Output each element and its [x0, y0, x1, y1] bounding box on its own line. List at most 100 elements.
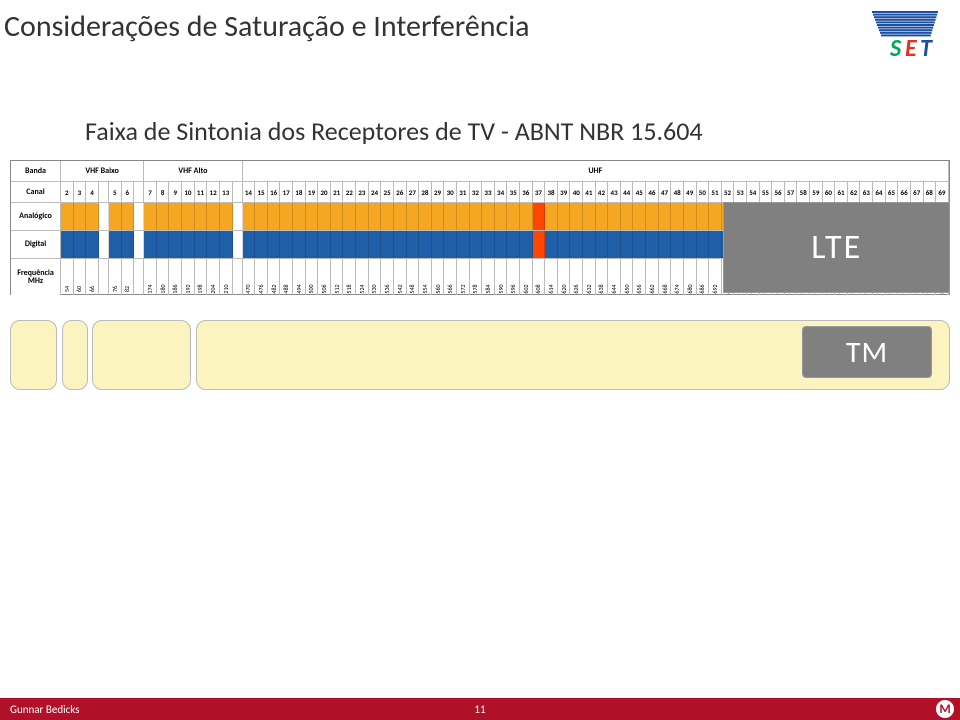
- channel-42: 42: [596, 182, 609, 202]
- freq-cell: 180: [157, 259, 170, 295]
- freq-cell: 60: [74, 259, 87, 295]
- band-label: UHF: [243, 161, 949, 181]
- digital-cell: [331, 231, 344, 258]
- analog-cell: [343, 203, 356, 230]
- channel-18: 18: [293, 182, 306, 202]
- digital-cell: [182, 231, 195, 258]
- analog-cell: [61, 203, 74, 230]
- digital-cell: [583, 231, 596, 258]
- freq-cell: 524: [356, 259, 369, 295]
- lte-overlay: LTE: [723, 202, 950, 293]
- freq-cell: 548: [407, 259, 420, 295]
- digital-cell: [356, 231, 369, 258]
- analog-cell: [633, 203, 646, 230]
- page-subtitle: Faixa de Sintonia dos Receptores de TV -…: [85, 115, 703, 147]
- channel-65: 65: [886, 182, 899, 202]
- svg-text:T: T: [920, 34, 933, 63]
- freq-cell: 662: [646, 259, 659, 295]
- freq-cell: 650: [621, 259, 634, 295]
- channel-50: 50: [697, 182, 710, 202]
- freq-cell: 602: [520, 259, 533, 295]
- channel-49: 49: [684, 182, 697, 202]
- digital-cell: [268, 231, 281, 258]
- digital-cell: [233, 231, 243, 258]
- analog-cell: [520, 203, 533, 230]
- freq-cell: 626: [570, 259, 583, 295]
- analog-cell: [99, 203, 109, 230]
- digital-cell: [709, 231, 722, 258]
- analog-cell: [558, 203, 571, 230]
- channel-5: 5: [109, 182, 122, 202]
- channel-47: 47: [659, 182, 672, 202]
- digital-cell: [659, 231, 672, 258]
- channel-54: 54: [747, 182, 760, 202]
- freq-cell: 668: [659, 259, 672, 295]
- channel-43: 43: [608, 182, 621, 202]
- freq-cell: 210: [220, 259, 233, 295]
- analog-cell: [671, 203, 684, 230]
- freq-cell: 566: [444, 259, 457, 295]
- channel-2: 2: [61, 182, 74, 202]
- freq-cell: [134, 259, 144, 295]
- channel-69: 69: [936, 182, 949, 202]
- channel-6: 6: [122, 182, 135, 202]
- channel-11: 11: [195, 182, 208, 202]
- rowhead-banda: Banda: [11, 161, 61, 181]
- digital-cell: [255, 231, 268, 258]
- freq-cell: 542: [394, 259, 407, 295]
- freq-cell: 578: [470, 259, 483, 295]
- digital-cell: [684, 231, 697, 258]
- digital-cell: [495, 231, 508, 258]
- analog-cell: [195, 203, 208, 230]
- channel-19: 19: [306, 182, 319, 202]
- digital-cell: [646, 231, 659, 258]
- freq-cell: 186: [169, 259, 182, 295]
- analog-cell: [233, 203, 243, 230]
- digital-cell: [74, 231, 87, 258]
- analog-cell: [394, 203, 407, 230]
- analog-cell: [432, 203, 445, 230]
- channel-16: 16: [268, 182, 281, 202]
- digital-cell: [520, 231, 533, 258]
- channel-14: 14: [243, 182, 256, 202]
- channel-7: 7: [144, 182, 157, 202]
- channel-45: 45: [633, 182, 646, 202]
- band-label: VHF Baixo: [61, 161, 144, 181]
- analog-cell: [207, 203, 220, 230]
- analog-cell: [122, 203, 135, 230]
- footer-bar: Gunnar Bedicks 11: [0, 698, 960, 720]
- svg-text:S: S: [889, 34, 902, 63]
- set-logo: S E T: [870, 8, 940, 68]
- analog-cell: [293, 203, 306, 230]
- channel-gap: [233, 182, 243, 202]
- spectrum-chart: Banda VHF BaixoVHF AltoUHF Canal 2345678…: [10, 160, 950, 295]
- channel-64: 64: [873, 182, 886, 202]
- digital-cell: [633, 231, 646, 258]
- analog-cell: [444, 203, 457, 230]
- channel-67: 67: [911, 182, 924, 202]
- channel-3: 3: [74, 182, 87, 202]
- freq-cell: 674: [671, 259, 684, 295]
- freq-cell: 596: [507, 259, 520, 295]
- digital-cell: [545, 231, 558, 258]
- channel-48: 48: [671, 182, 684, 202]
- channel-27: 27: [407, 182, 420, 202]
- channel-34: 34: [495, 182, 508, 202]
- channel-63: 63: [860, 182, 873, 202]
- lte-label: LTE: [811, 227, 862, 268]
- analog-cell: [709, 203, 722, 230]
- tm-label: TM: [846, 334, 888, 371]
- freq-cell: 192: [182, 259, 195, 295]
- freq-cell: 614: [545, 259, 558, 295]
- digital-cell: [280, 231, 293, 258]
- analog-cell: [621, 203, 634, 230]
- footer-logo: M: [934, 698, 956, 720]
- freq-cell: [233, 259, 243, 295]
- channel-13: 13: [220, 182, 233, 202]
- rowhead-digital: Digital: [11, 231, 61, 258]
- channel-4: 4: [86, 182, 99, 202]
- digital-cell: [343, 231, 356, 258]
- channel-52: 52: [722, 182, 735, 202]
- analog-cell: [684, 203, 697, 230]
- channel-gap: [134, 182, 144, 202]
